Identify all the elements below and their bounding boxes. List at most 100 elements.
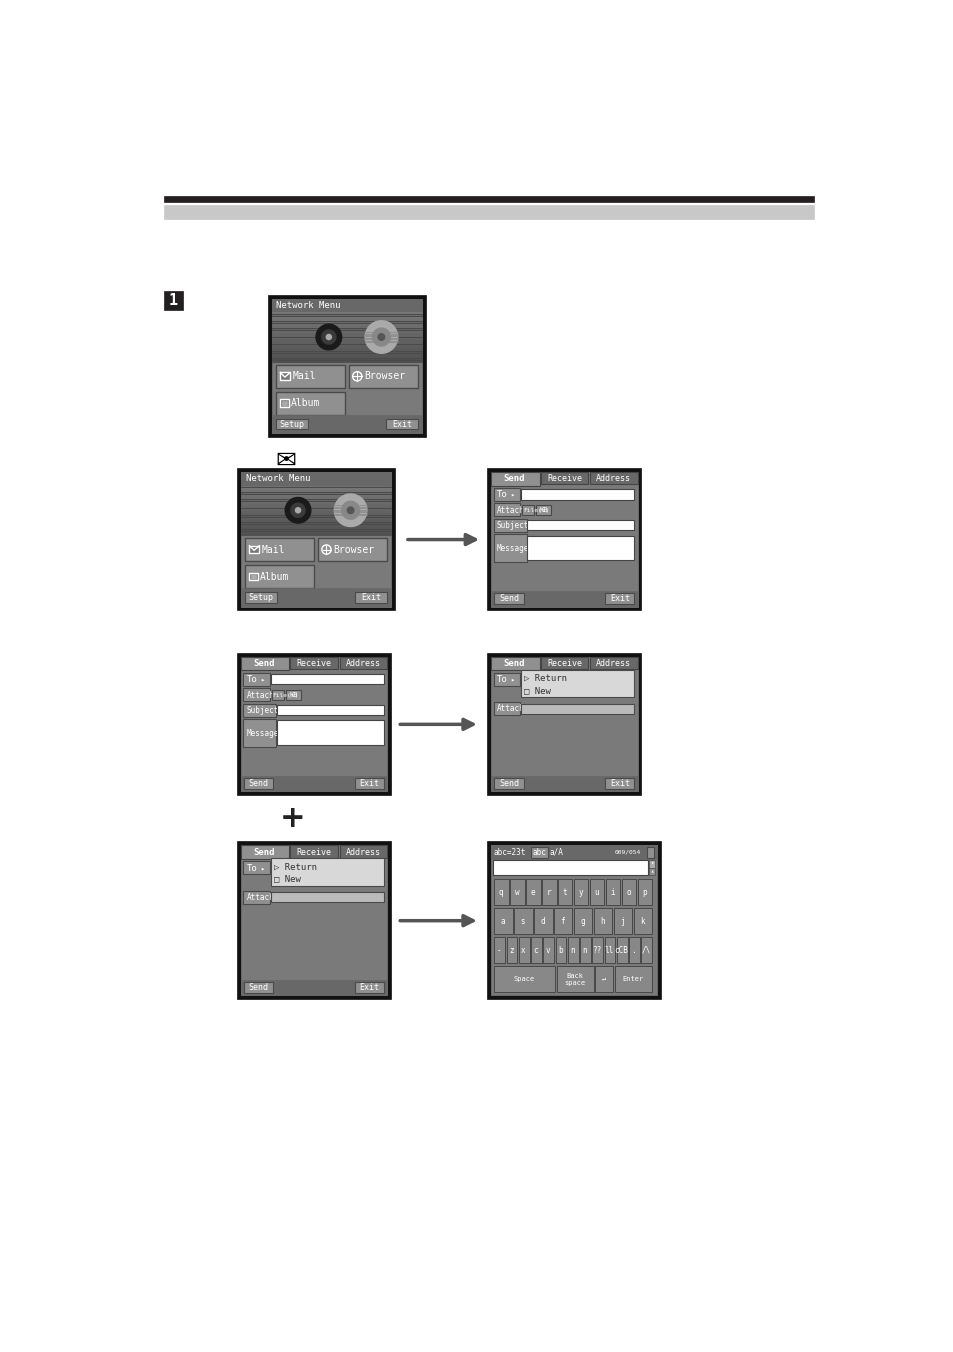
Text: g: g xyxy=(579,917,584,926)
Bar xyxy=(491,845,656,859)
Text: Attach: Attach xyxy=(497,704,524,714)
Bar xyxy=(272,312,421,362)
Bar xyxy=(280,399,289,407)
Bar xyxy=(543,937,554,963)
Bar xyxy=(290,657,337,669)
Text: Send: Send xyxy=(253,658,274,668)
Bar xyxy=(241,472,391,485)
Bar xyxy=(241,485,391,535)
Text: .: . xyxy=(631,946,636,955)
Bar xyxy=(245,592,277,603)
Text: Send: Send xyxy=(498,779,518,788)
Bar xyxy=(251,575,256,579)
Text: Browser: Browser xyxy=(333,545,375,554)
Bar xyxy=(243,891,270,903)
Text: Address: Address xyxy=(596,475,631,483)
Bar xyxy=(494,909,512,934)
Bar xyxy=(531,937,541,963)
Bar xyxy=(648,860,655,868)
Bar xyxy=(536,504,551,515)
Bar xyxy=(527,535,634,560)
Text: Album: Album xyxy=(291,399,320,408)
Bar xyxy=(245,538,314,561)
Bar xyxy=(574,879,588,904)
Bar xyxy=(493,519,526,531)
Text: ▸: ▸ xyxy=(260,865,264,871)
Text: Exit: Exit xyxy=(359,779,379,788)
Bar xyxy=(164,196,813,203)
Bar xyxy=(241,588,391,607)
Bar xyxy=(241,776,387,791)
Polygon shape xyxy=(321,330,335,343)
Text: Receive: Receive xyxy=(546,658,581,668)
Polygon shape xyxy=(377,334,384,341)
Bar xyxy=(493,534,526,562)
Text: Setup: Setup xyxy=(279,419,304,429)
Bar xyxy=(554,909,572,934)
Text: Send: Send xyxy=(498,595,518,603)
Bar xyxy=(241,845,387,995)
Text: Album: Album xyxy=(260,572,290,581)
Polygon shape xyxy=(372,329,390,346)
Text: Network Menu: Network Menu xyxy=(245,475,310,483)
Bar xyxy=(614,965,652,991)
Text: i: i xyxy=(610,888,615,898)
Bar xyxy=(281,402,287,406)
Text: a: a xyxy=(500,917,504,926)
Text: ll: ll xyxy=(604,946,614,955)
Text: 1: 1 xyxy=(169,293,177,308)
Text: □ New: □ New xyxy=(524,685,551,695)
Bar xyxy=(617,937,627,963)
Bar xyxy=(520,489,634,499)
Bar xyxy=(534,909,552,934)
Bar xyxy=(579,937,590,963)
Text: b: b xyxy=(558,946,562,955)
Bar xyxy=(589,879,603,904)
Bar xyxy=(349,365,417,388)
Bar xyxy=(629,937,639,963)
Text: /\: /\ xyxy=(640,946,650,955)
Bar xyxy=(491,657,539,671)
Bar xyxy=(275,365,345,388)
Text: Attach: Attach xyxy=(246,894,274,902)
Polygon shape xyxy=(365,320,397,353)
Text: z: z xyxy=(508,946,513,955)
Text: o: o xyxy=(626,888,630,898)
Bar xyxy=(271,859,384,886)
Text: ▸: ▸ xyxy=(260,677,264,683)
Text: ▷ Return: ▷ Return xyxy=(524,673,567,683)
Text: Enter: Enter xyxy=(622,976,643,982)
Bar xyxy=(277,721,384,745)
Bar xyxy=(574,909,592,934)
Bar xyxy=(646,846,654,857)
Text: ▸: ▸ xyxy=(510,677,515,683)
Bar xyxy=(491,776,637,791)
Bar xyxy=(604,779,634,790)
Polygon shape xyxy=(347,507,354,514)
Text: To: To xyxy=(246,864,257,873)
Text: q: q xyxy=(498,888,503,898)
Text: d: d xyxy=(539,917,544,926)
Bar xyxy=(604,937,615,963)
Bar xyxy=(237,653,391,795)
Bar xyxy=(592,937,602,963)
Bar xyxy=(638,879,652,904)
Text: ▴: ▴ xyxy=(650,869,653,873)
Text: a/A: a/A xyxy=(549,848,563,857)
Text: Exit: Exit xyxy=(392,419,412,429)
Text: 009/054: 009/054 xyxy=(614,849,640,854)
Bar xyxy=(164,206,813,219)
Bar xyxy=(506,937,517,963)
Text: -: - xyxy=(497,946,500,955)
Bar xyxy=(245,565,314,588)
Polygon shape xyxy=(315,324,341,350)
Bar xyxy=(317,538,387,561)
Text: To: To xyxy=(497,675,507,684)
Text: e: e xyxy=(530,888,535,898)
Bar xyxy=(272,299,421,433)
Bar xyxy=(493,488,520,502)
Bar xyxy=(275,419,308,430)
Bar xyxy=(491,657,637,791)
Text: Send: Send xyxy=(249,983,269,992)
Text: n: n xyxy=(570,946,575,955)
